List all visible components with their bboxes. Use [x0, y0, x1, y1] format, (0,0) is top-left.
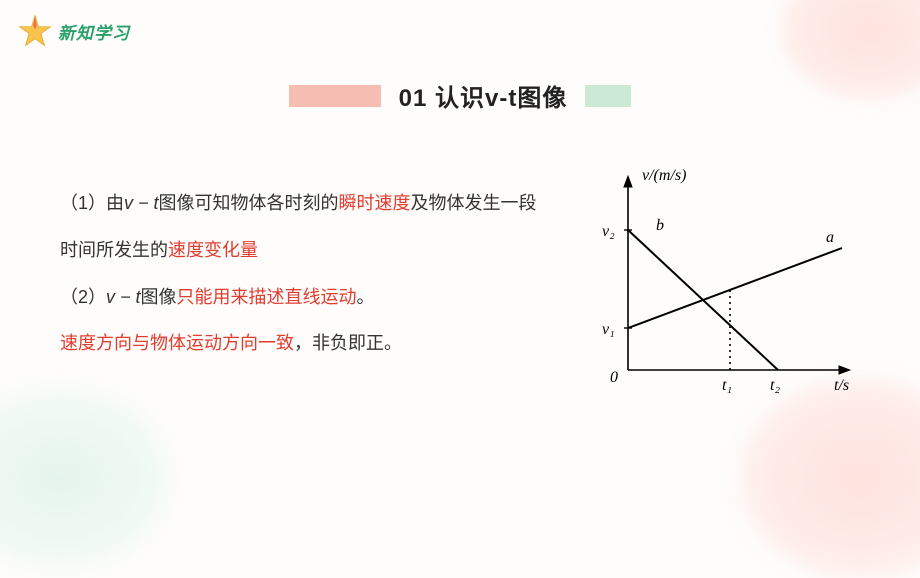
paragraph-3: 速度方向与物体运动方向一致，非负即正。 [60, 320, 550, 367]
line-b-label: b [656, 217, 664, 234]
xtick-t2: t₂ [770, 377, 780, 394]
hl-direction: 速度方向与物体运动方向一致 [60, 333, 294, 353]
origin-label: 0 [610, 369, 618, 386]
section-badge-label: 新知学习 [58, 19, 130, 44]
y-axis-label: v/(m/s) [642, 167, 686, 184]
title-accent-right [585, 85, 631, 107]
x-axis-label: t/s [834, 377, 849, 394]
xtick-t1: t₁ [722, 377, 732, 394]
title-accent-left [289, 85, 381, 107]
star-icon [18, 14, 52, 48]
hl-linear-only: 只能用来描述直线运动 [177, 287, 357, 307]
section-badge: 新知学习 [18, 14, 130, 48]
vt-chart: v/(m/s) t/s v₂ v₁ 0 t₁ t₂ a b [580, 160, 870, 420]
body-text: （1）由v − t图像可知物体各时刻的瞬时速度及物体发生一段时间所发生的速度变化… [60, 180, 550, 367]
decor-blob-bottom-left [0, 388, 170, 568]
paragraph-1: （1）由v − t图像可知物体各时刻的瞬时速度及物体发生一段时间所发生的速度变化… [60, 180, 550, 274]
hl-velocity-change: 速度变化量 [168, 240, 258, 260]
ytick-v1: v₁ [602, 321, 615, 338]
line-a-label: a [826, 229, 834, 246]
title-text: 01 认识v-t图像 [399, 78, 568, 113]
line-b [628, 230, 778, 370]
hl-instant-velocity: 瞬时速度 [339, 193, 411, 213]
section-title: 01 认识v-t图像 [0, 78, 920, 113]
paragraph-2: （2）v − t图像只能用来描述直线运动。 [60, 274, 550, 321]
ytick-v2: v₂ [602, 223, 615, 240]
